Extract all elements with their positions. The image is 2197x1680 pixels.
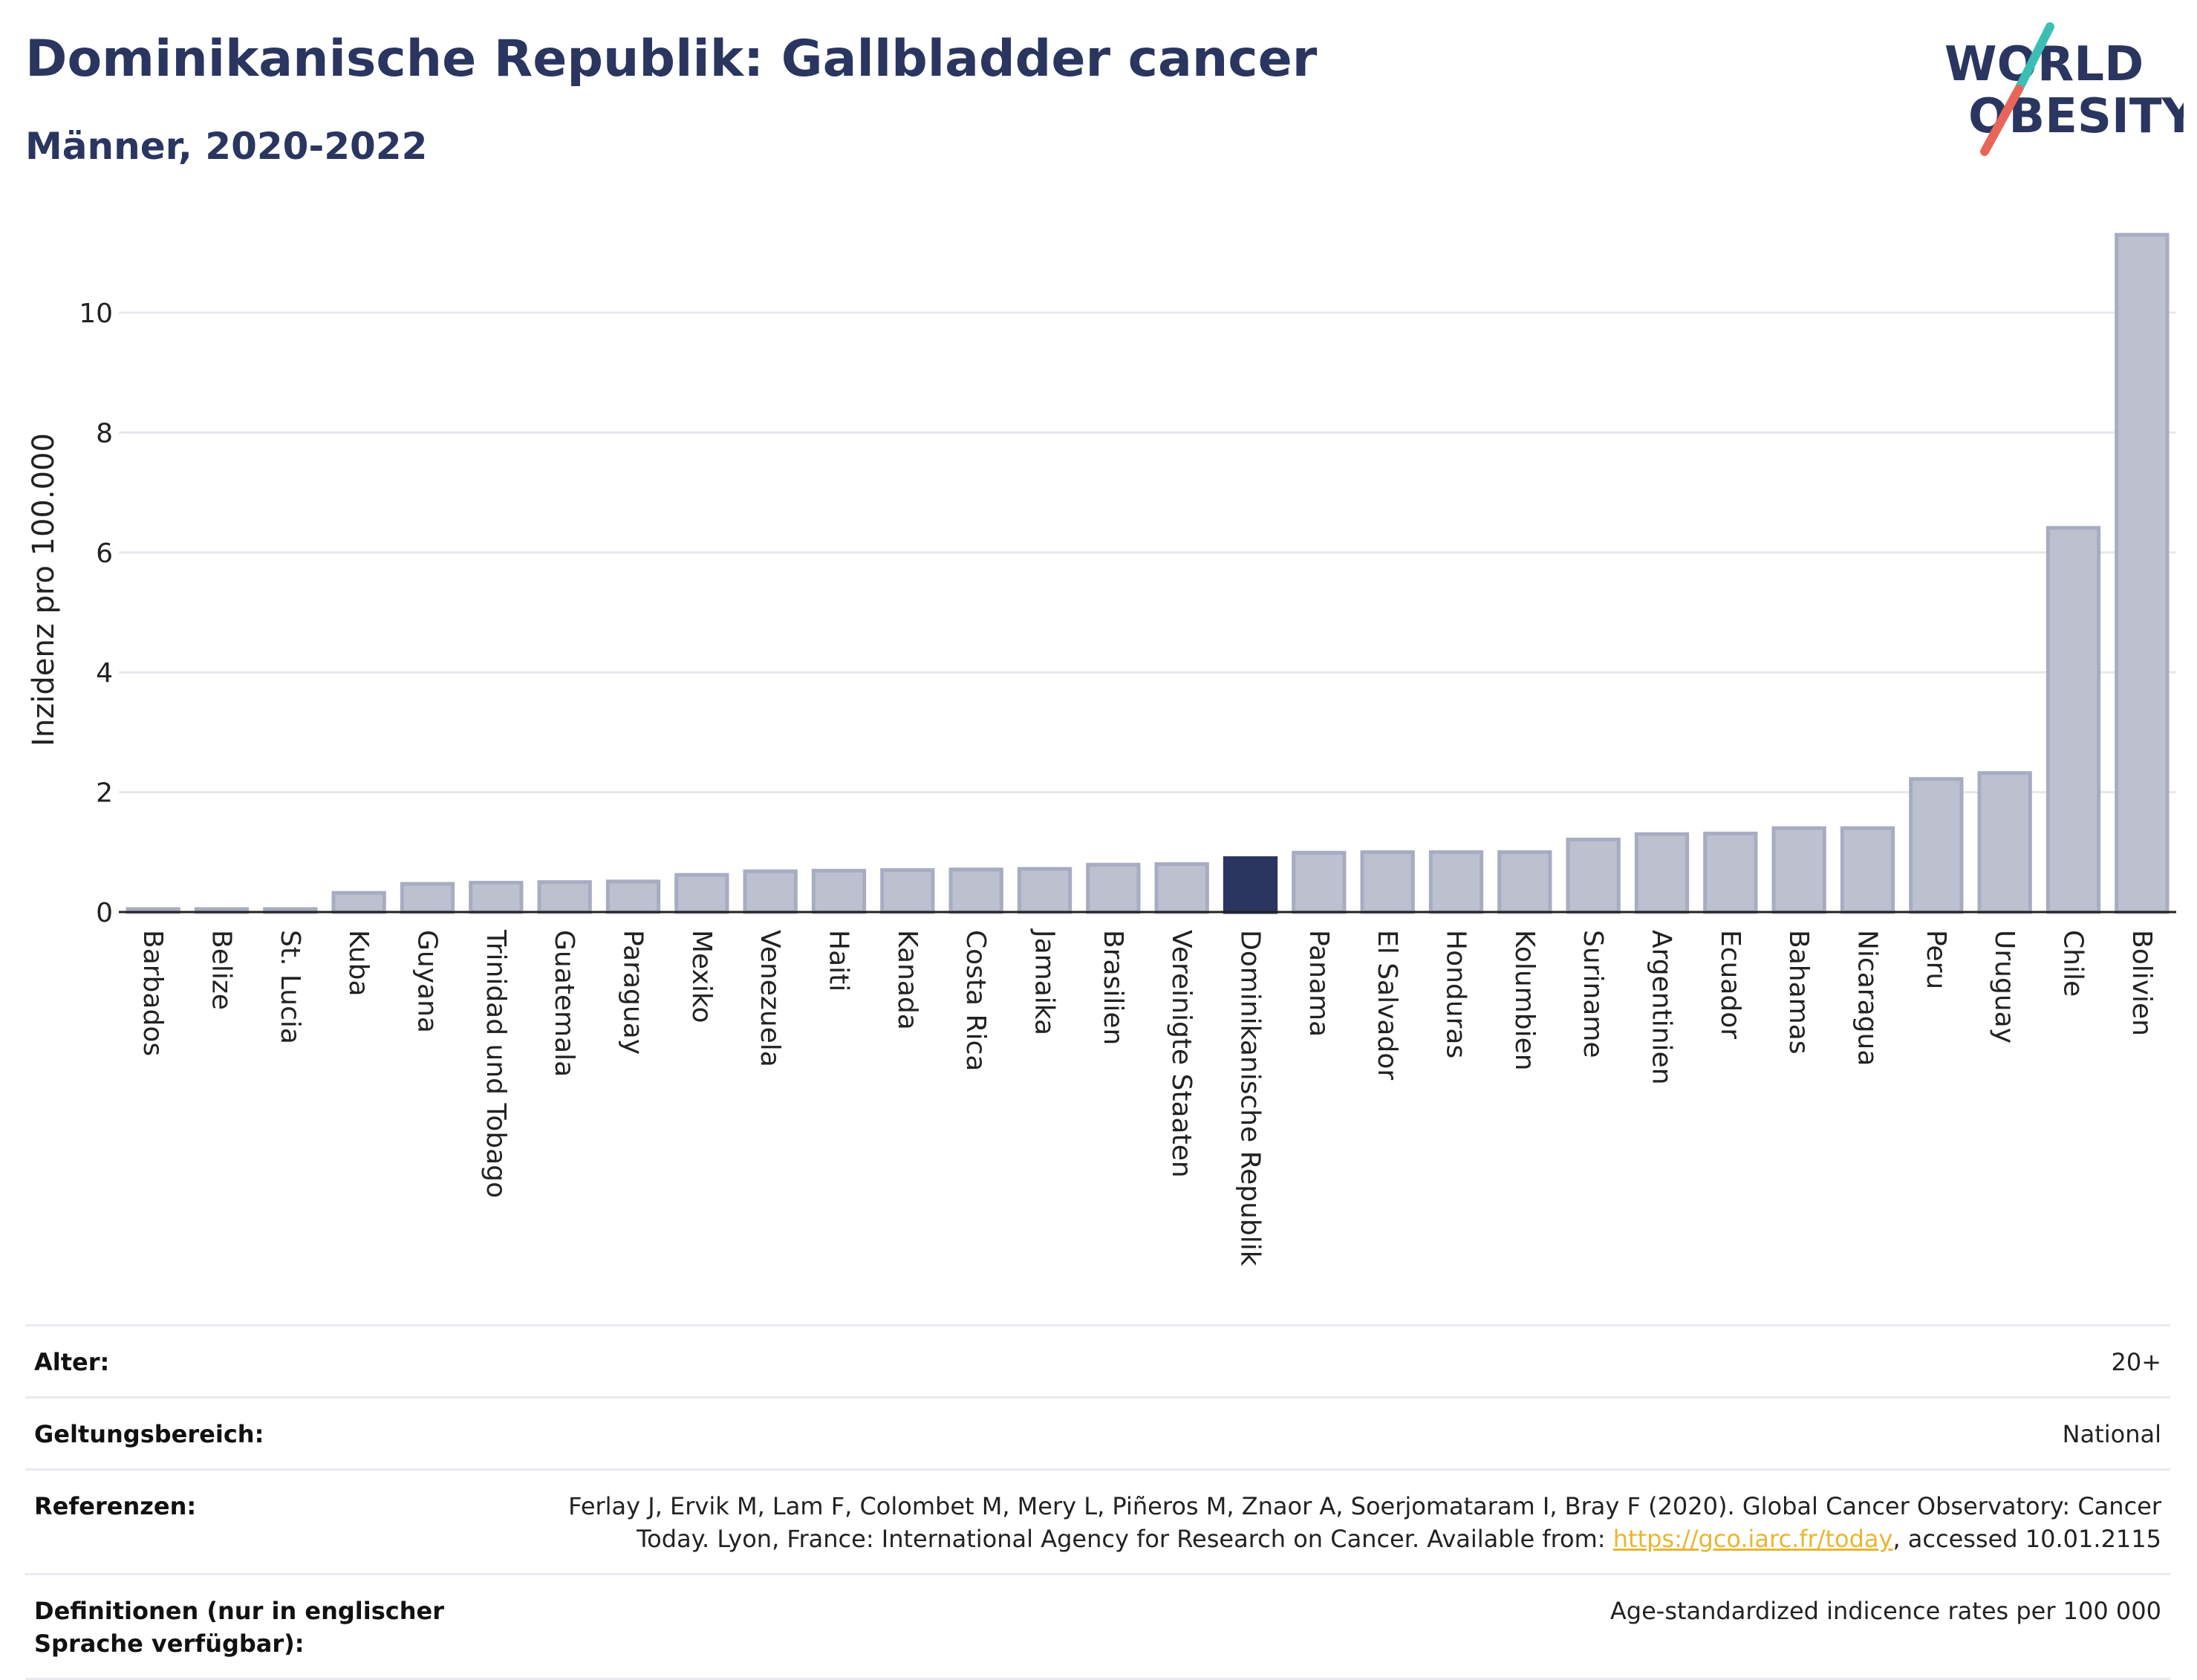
info-key-references: Referenzen: bbox=[34, 1492, 197, 1520]
world-obesity-logo: WORLD OBESITY bbox=[1944, 22, 2184, 156]
bar bbox=[1634, 832, 1690, 914]
x-tick-label: Brasilien bbox=[1098, 930, 1128, 1045]
reference-text-line1: Ferlay J, Ervik M, Lam F, Colombet M, Me… bbox=[568, 1492, 2161, 1520]
bar bbox=[1154, 862, 1209, 914]
bar bbox=[1086, 862, 1141, 914]
info-row-references: Referenzen: Ferlay J, Ervik M, Lam F, Co… bbox=[25, 1469, 2170, 1575]
bar bbox=[880, 868, 935, 914]
bar bbox=[743, 869, 798, 914]
bar bbox=[1771, 826, 1826, 914]
bar bbox=[331, 891, 386, 914]
y-axis-ticks: 0 2 4 6 8 10 bbox=[79, 299, 113, 928]
x-tick-label: Guyana bbox=[412, 930, 443, 1033]
bar bbox=[400, 882, 455, 914]
bar bbox=[469, 880, 524, 914]
bar bbox=[1360, 850, 1415, 914]
info-row-age: Alter: 20+ bbox=[25, 1325, 2170, 1398]
info-table: Alter: 20+ Geltungsbereich: National Ref… bbox=[25, 1324, 2170, 1680]
bar bbox=[1428, 850, 1484, 914]
info-key-scope: Geltungsbereich: bbox=[34, 1420, 264, 1448]
x-tick-label: Argentinien bbox=[1647, 930, 1677, 1085]
x-tick-label: Kanada bbox=[892, 930, 922, 1030]
reference-text-pre: Today. Lyon, France: International Agenc… bbox=[637, 1525, 1613, 1553]
y-tick-label: 4 bbox=[96, 658, 113, 688]
x-tick-label: Mexiko bbox=[686, 930, 717, 1023]
x-tick-label: Costa Rica bbox=[960, 930, 991, 1071]
y-tick-label: 6 bbox=[96, 538, 113, 569]
y-tick-label: 0 bbox=[96, 898, 113, 928]
bar bbox=[1909, 777, 1964, 914]
logo-slash-top bbox=[2014, 22, 2054, 94]
x-tick-label: Kuba bbox=[343, 930, 374, 997]
x-tick-label: Honduras bbox=[1441, 930, 1471, 1058]
x-tick-label: Paraguay bbox=[618, 930, 648, 1055]
x-tick-label: Trinidad und Tobago bbox=[481, 929, 511, 1198]
bar bbox=[674, 873, 729, 914]
gridlines bbox=[119, 311, 2176, 794]
reference-link[interactable]: https://gco.iarc.fr/today bbox=[1612, 1525, 1893, 1553]
info-row-scope: Geltungsbereich: National bbox=[25, 1397, 2170, 1470]
x-tick-label: Ecuador bbox=[1715, 930, 1745, 1039]
x-tick-label: Jamaika bbox=[1029, 928, 1060, 1035]
x-tick-label: Venezuela bbox=[755, 930, 785, 1067]
logo-slash-bottom bbox=[1980, 85, 2023, 156]
x-tick-label: Guatemala bbox=[549, 930, 579, 1077]
x-tick-label: Haiti bbox=[824, 930, 854, 992]
info-value-references: Ferlay J, Ervik M, Lam F, Colombet M, Me… bbox=[548, 1470, 2170, 1575]
bar bbox=[605, 879, 661, 914]
y-tick-label: 10 bbox=[79, 299, 113, 329]
bar bbox=[537, 880, 592, 914]
bar bbox=[1977, 771, 2032, 914]
y-axis-title: Inzidenz pro 100.000 bbox=[27, 433, 61, 746]
x-tick-label: Chile bbox=[2058, 930, 2089, 997]
bar-highlight bbox=[1223, 856, 1278, 914]
bar bbox=[2045, 526, 2101, 914]
reference-text-post: , accessed 10.01.2115 bbox=[1892, 1525, 2161, 1553]
bar bbox=[2115, 232, 2170, 914]
x-axis-labels: Barbados Belize St. Lucia Kuba Guyana Trinida… bbox=[137, 928, 2157, 1266]
x-tick-label: Belize bbox=[206, 930, 237, 1010]
x-tick-label: Uruguay bbox=[1989, 930, 2019, 1044]
x-tick-label: St. Lucia bbox=[275, 930, 305, 1044]
x-tick-label: Dominikanische Republik bbox=[1235, 930, 1266, 1266]
page-title: Dominikanische Republik: Gallbladder can… bbox=[25, 30, 1318, 88]
bar bbox=[1497, 850, 1552, 914]
info-row-definitions: Definitionen (nur in englischer Sprache … bbox=[25, 1574, 2170, 1679]
info-key-definitions: Definitionen (nur in englischer Sprache … bbox=[34, 1597, 444, 1658]
x-tick-label: Suriname bbox=[1578, 930, 1608, 1058]
info-value-scope: National bbox=[2062, 1420, 2161, 1448]
bar bbox=[811, 868, 867, 914]
bars bbox=[126, 232, 2170, 914]
y-tick-label: 2 bbox=[96, 778, 113, 809]
bar bbox=[1017, 867, 1073, 914]
bar bbox=[1840, 826, 1895, 914]
bar bbox=[1566, 837, 1621, 914]
x-tick-label: Panama bbox=[1303, 930, 1334, 1037]
bar bbox=[1292, 850, 1347, 914]
x-tick-label: Kolumbien bbox=[1509, 930, 1540, 1071]
info-value-age: 20+ bbox=[2111, 1348, 2161, 1376]
bar bbox=[1703, 831, 1758, 914]
x-tick-label: Barbados bbox=[137, 930, 168, 1056]
y-tick-label: 8 bbox=[96, 418, 113, 449]
x-tick-label: Vereinigte Staaten bbox=[1166, 930, 1197, 1178]
x-tick-label: Peru bbox=[1921, 930, 1951, 989]
x-tick-label: Bolivien bbox=[2126, 930, 2157, 1036]
info-key-age: Alter: bbox=[34, 1348, 110, 1376]
x-tick-label: Nicaragua bbox=[1852, 930, 1883, 1066]
bar-chart: 0 2 4 6 8 10 Barbados Belize St. Lucia Kuba Guyan… bbox=[27, 232, 2176, 1266]
x-tick-label: El Salvador bbox=[1372, 930, 1402, 1080]
page-subtitle: Männer, 2020-2022 bbox=[25, 125, 428, 168]
bar bbox=[948, 867, 1003, 914]
x-tick-label: Bahamas bbox=[1783, 930, 1814, 1055]
info-value-definitions: Age-standardized indicence rates per 100… bbox=[1609, 1597, 2161, 1625]
